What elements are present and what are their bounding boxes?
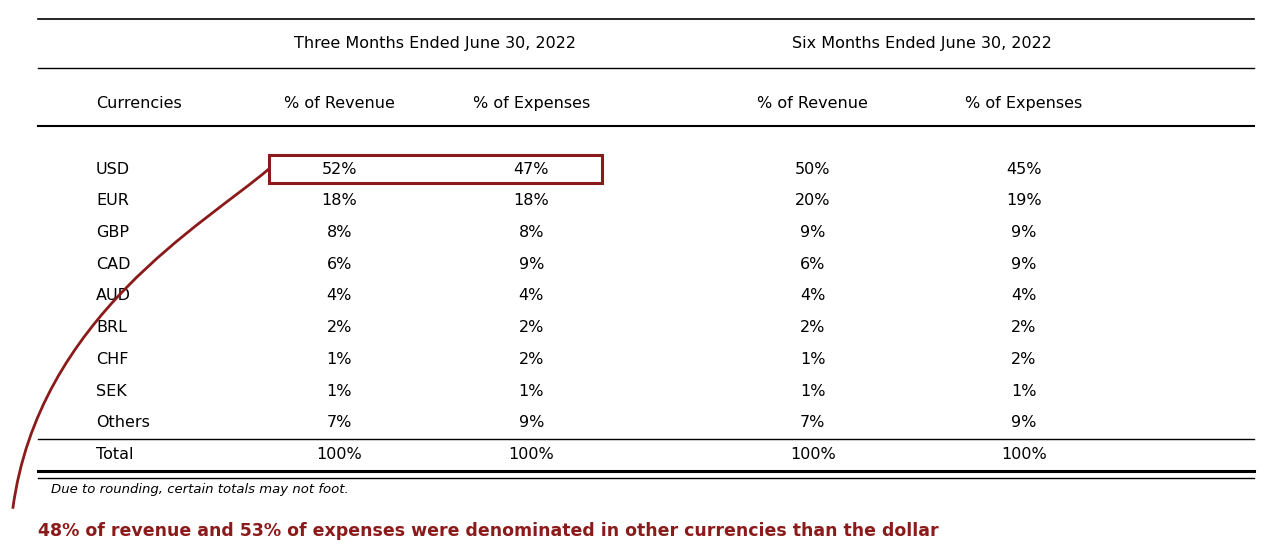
Text: % of Revenue: % of Revenue bbox=[758, 96, 868, 112]
Text: 1%: 1% bbox=[800, 383, 826, 399]
Text: 9%: 9% bbox=[1011, 225, 1037, 240]
Text: 100%: 100% bbox=[316, 447, 362, 462]
Text: BRL: BRL bbox=[96, 320, 127, 335]
Text: 9%: 9% bbox=[1011, 257, 1037, 272]
Text: 100%: 100% bbox=[1001, 447, 1047, 462]
Text: SEK: SEK bbox=[96, 383, 127, 399]
Text: 9%: 9% bbox=[800, 225, 826, 240]
Text: 9%: 9% bbox=[1011, 415, 1037, 430]
Text: 8%: 8% bbox=[326, 225, 352, 240]
Text: CHF: CHF bbox=[96, 352, 128, 367]
Text: 6%: 6% bbox=[800, 257, 826, 272]
Text: % of Expenses: % of Expenses bbox=[965, 96, 1083, 112]
Text: 45%: 45% bbox=[1006, 161, 1042, 177]
Text: 4%: 4% bbox=[326, 288, 352, 304]
Text: 2%: 2% bbox=[326, 320, 352, 335]
Text: 48% of revenue and 53% of expenses were denominated in other currencies than the: 48% of revenue and 53% of expenses were … bbox=[38, 522, 940, 539]
Text: GBP: GBP bbox=[96, 225, 129, 240]
Text: AUD: AUD bbox=[96, 288, 131, 304]
Text: 1%: 1% bbox=[326, 383, 352, 399]
Text: 7%: 7% bbox=[800, 415, 826, 430]
Text: % of Expenses: % of Expenses bbox=[472, 96, 590, 112]
Text: 2%: 2% bbox=[518, 320, 544, 335]
Text: CAD: CAD bbox=[96, 257, 131, 272]
Text: 4%: 4% bbox=[800, 288, 826, 304]
Text: 9%: 9% bbox=[518, 257, 544, 272]
Text: 4%: 4% bbox=[518, 288, 544, 304]
Text: % of Revenue: % of Revenue bbox=[284, 96, 394, 112]
Text: 8%: 8% bbox=[518, 225, 544, 240]
Text: 100%: 100% bbox=[790, 447, 836, 462]
Text: 2%: 2% bbox=[518, 352, 544, 367]
Text: 2%: 2% bbox=[1011, 352, 1037, 367]
Text: 2%: 2% bbox=[800, 320, 826, 335]
Text: 100%: 100% bbox=[508, 447, 554, 462]
Text: 7%: 7% bbox=[326, 415, 352, 430]
Text: Six Months Ended June 30, 2022: Six Months Ended June 30, 2022 bbox=[791, 36, 1052, 51]
Text: Currencies: Currencies bbox=[96, 96, 182, 112]
Text: Three Months Ended June 30, 2022: Three Months Ended June 30, 2022 bbox=[294, 36, 576, 51]
Text: 50%: 50% bbox=[795, 161, 831, 177]
Text: 6%: 6% bbox=[326, 257, 352, 272]
Text: 18%: 18% bbox=[321, 193, 357, 208]
Text: EUR: EUR bbox=[96, 193, 129, 208]
Text: 1%: 1% bbox=[800, 352, 826, 367]
Text: Total: Total bbox=[96, 447, 133, 462]
Text: 19%: 19% bbox=[1006, 193, 1042, 208]
Text: 4%: 4% bbox=[1011, 288, 1037, 304]
Text: 52%: 52% bbox=[321, 161, 357, 177]
Text: 20%: 20% bbox=[795, 193, 831, 208]
Text: 1%: 1% bbox=[1011, 383, 1037, 399]
Text: 2%: 2% bbox=[1011, 320, 1037, 335]
Text: 18%: 18% bbox=[513, 193, 549, 208]
Text: 1%: 1% bbox=[518, 383, 544, 399]
Text: USD: USD bbox=[96, 161, 131, 177]
Text: Due to rounding, certain totals may not foot.: Due to rounding, certain totals may not … bbox=[51, 483, 349, 496]
Text: 1%: 1% bbox=[326, 352, 352, 367]
Text: 9%: 9% bbox=[518, 415, 544, 430]
Bar bbox=[269, 155, 602, 183]
Text: 47%: 47% bbox=[513, 161, 549, 177]
Text: Others: Others bbox=[96, 415, 150, 430]
